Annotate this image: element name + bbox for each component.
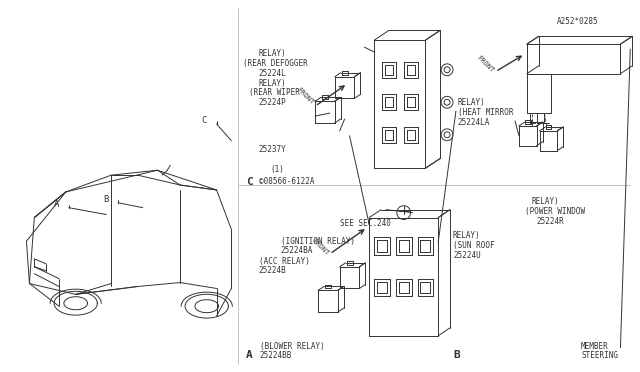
Text: 25224BA: 25224BA (280, 246, 313, 255)
Text: STEERING: STEERING (581, 352, 618, 360)
Text: A: A (54, 200, 60, 209)
Text: RELAY): RELAY) (458, 98, 486, 108)
Text: 25224BB: 25224BB (260, 352, 292, 360)
Text: 25237Y: 25237Y (259, 145, 287, 154)
Text: FRONT: FRONT (296, 87, 315, 106)
Text: A252*0285: A252*0285 (556, 17, 598, 26)
Text: RELAY): RELAY) (259, 49, 287, 58)
Text: 25224U: 25224U (453, 251, 481, 260)
Text: C: C (246, 177, 253, 187)
Text: C: C (202, 116, 207, 125)
Text: RELAY): RELAY) (453, 231, 481, 240)
Text: B: B (103, 195, 109, 204)
Text: (POWER WINDOW: (POWER WINDOW (525, 207, 585, 216)
Text: MEMBER: MEMBER (581, 341, 609, 351)
Text: FRONT: FRONT (476, 54, 495, 73)
Text: SEE SEC.240: SEE SEC.240 (340, 219, 390, 228)
Text: (REAR DEFOGGER: (REAR DEFOGGER (243, 59, 308, 68)
Text: A: A (246, 350, 253, 359)
Text: 25224B: 25224B (259, 266, 287, 275)
Text: (IGNITION RELAY): (IGNITION RELAY) (280, 237, 355, 246)
Text: FRONT: FRONT (310, 237, 330, 256)
Text: (HEAT MIRROR: (HEAT MIRROR (458, 108, 513, 117)
Text: (1): (1) (271, 165, 285, 174)
Text: (BLOWER RELAY): (BLOWER RELAY) (260, 341, 324, 351)
Text: (SUN ROOF: (SUN ROOF (453, 241, 495, 250)
Text: RELAY): RELAY) (532, 197, 559, 206)
Text: (ACC RELAY): (ACC RELAY) (259, 257, 310, 266)
Text: 25224LA: 25224LA (458, 118, 490, 127)
Text: (REAR WIPER: (REAR WIPER (249, 89, 300, 97)
Text: B: B (453, 350, 460, 359)
Text: ©08566-6122A: ©08566-6122A (259, 177, 314, 186)
Text: 25224L: 25224L (259, 69, 287, 78)
Text: 25224P: 25224P (259, 98, 287, 108)
Text: RELAY): RELAY) (259, 78, 287, 88)
Text: 25224R: 25224R (537, 217, 564, 225)
